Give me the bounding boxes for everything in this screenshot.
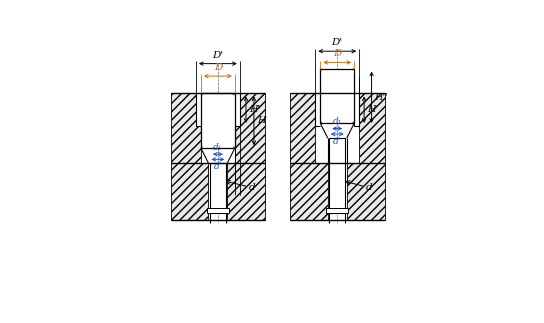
Text: H'': H'' (374, 93, 388, 102)
Text: d': d' (214, 162, 222, 171)
Polygon shape (347, 163, 385, 220)
Polygon shape (171, 163, 208, 220)
Bar (329, 138, 345, 213)
Text: D: D (333, 49, 342, 58)
Polygon shape (227, 163, 265, 220)
Text: H: H (367, 105, 375, 114)
Text: d': d' (333, 137, 342, 146)
Polygon shape (235, 93, 265, 163)
Text: H: H (257, 116, 265, 125)
Polygon shape (171, 93, 201, 163)
Text: H': H' (249, 105, 260, 114)
Polygon shape (290, 93, 316, 163)
Text: d₁: d₁ (332, 117, 342, 126)
Bar (207, 208, 229, 213)
Bar (320, 68, 354, 123)
Text: d: d (366, 183, 373, 193)
Polygon shape (359, 93, 385, 163)
Text: D: D (214, 63, 222, 72)
Text: D': D' (332, 38, 343, 47)
Text: d: d (249, 183, 256, 193)
Polygon shape (290, 163, 328, 220)
Bar (201, 93, 235, 148)
Bar (210, 163, 226, 213)
Text: d₁: d₁ (213, 143, 222, 152)
Bar (326, 208, 348, 213)
Text: D': D' (212, 51, 224, 60)
